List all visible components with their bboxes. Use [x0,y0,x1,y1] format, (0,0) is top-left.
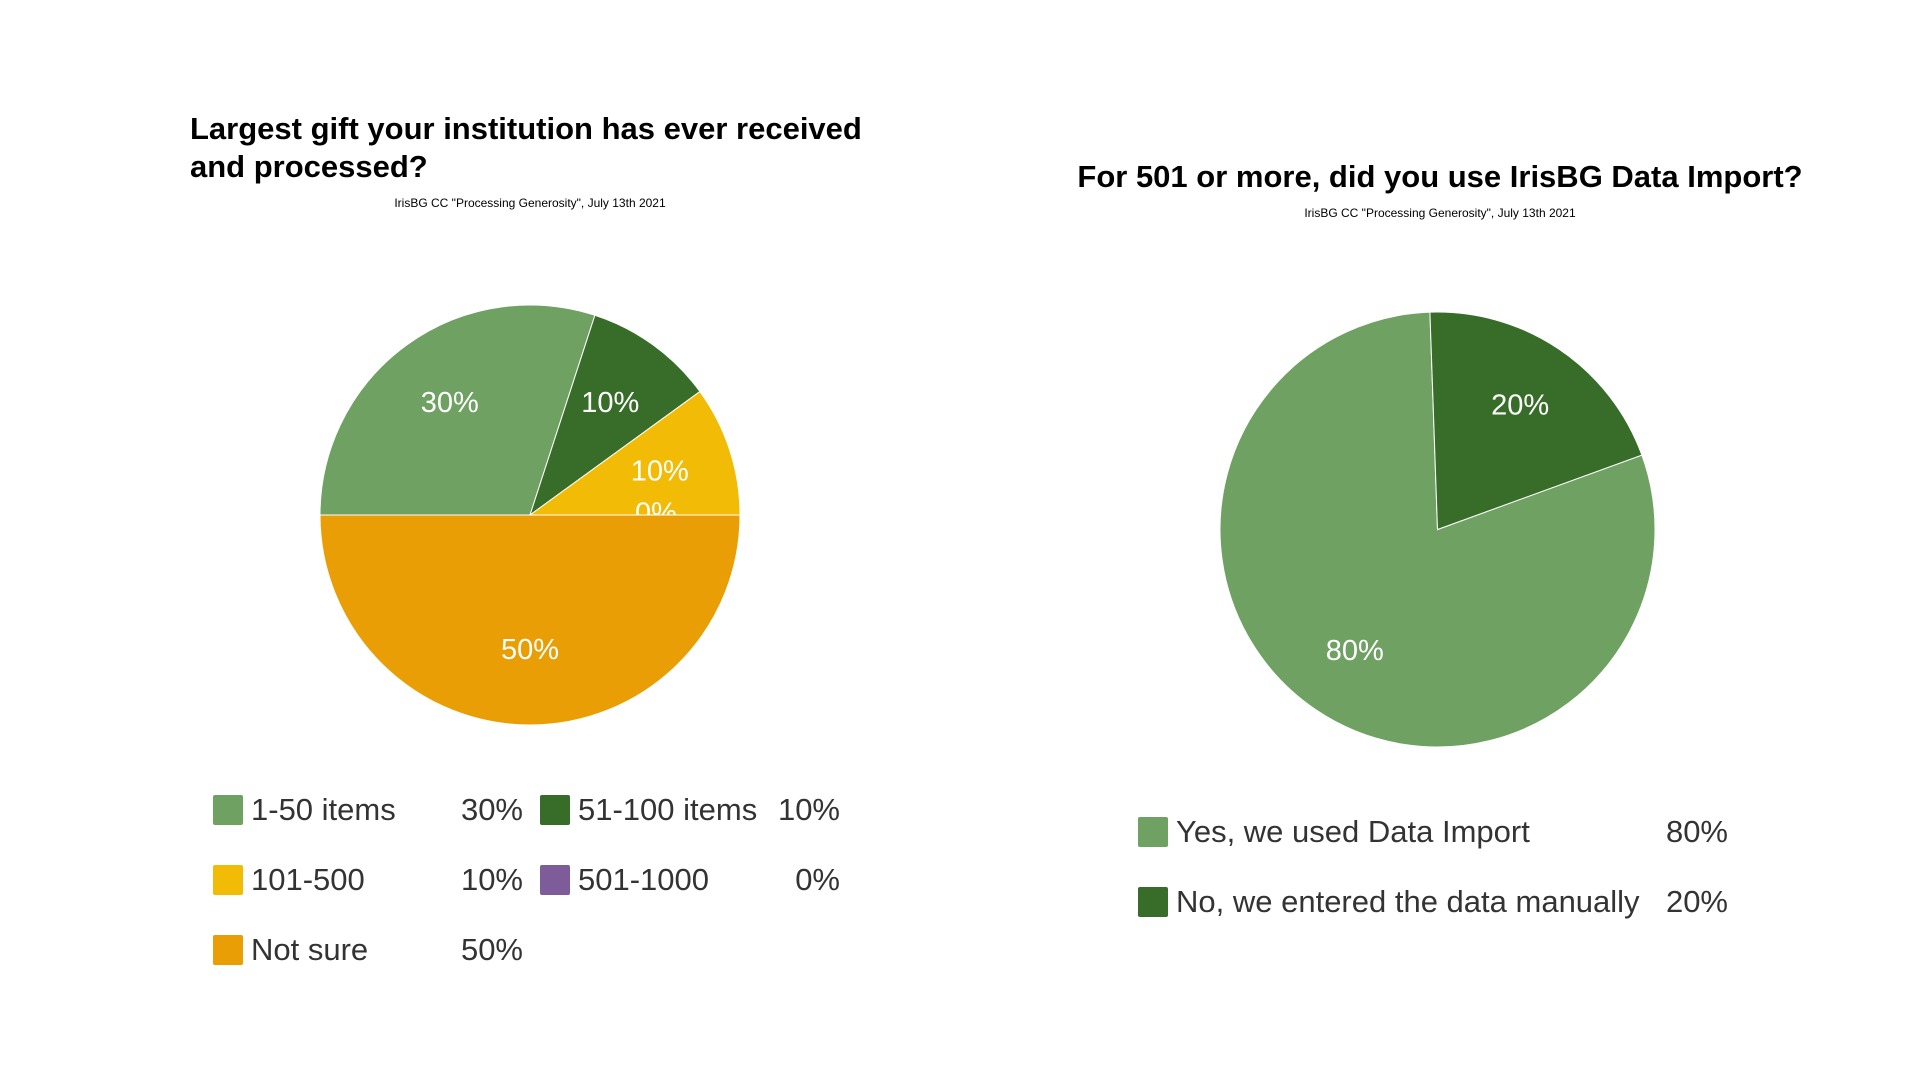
pie-slice-label-101-500: 10% [631,455,689,487]
pie-plot: 30% 10%10%0%50% [319,304,741,726]
legend-swatch-icon [1138,817,1168,847]
legend-item-no-manual-entry: No, we entered the data manually 20% [1138,882,1728,922]
pie-chart-largest-gift: Largest gift your institution has ever r… [190,111,862,970]
legend-item-51-100-items: 51-100 items 10% [540,790,840,830]
pie-slice-label-yes-we-used-data-import: 80% [1326,635,1384,667]
legend-label: 101-500 [251,862,365,897]
legend-value: 20% [1665,884,1728,919]
legend-swatch-icon [213,795,243,825]
legend-swatch-icon [213,865,243,895]
chart-subtitle: IrisBG CC "Processing Generosity", July … [394,196,666,210]
legend-value: 50% [460,932,523,967]
pie-slice-label-51-100-items: 10% [581,387,639,419]
pie-slice-101-500 [528,390,741,516]
legend-item-101-500: 101-500 10% [213,860,523,900]
legend-label: Yes, we used Data Import [1176,814,1530,849]
pie-plot: 80% 20% [1219,311,1656,748]
legend-value: 10% [777,792,840,827]
legend-label: 501-1000 [578,862,710,897]
legend-label: No, we entered the data manually [1176,884,1640,919]
legend-item-yes-data-import: Yes, we used Data Import 80% [1138,812,1728,852]
legend-swatch-icon [540,795,570,825]
legend-value: 10% [460,862,523,897]
pie-chart-data-import: For 501 or more, did you use IrisBG Data… [960,0,1920,1080]
legend-value: 80% [1665,814,1728,849]
chart-subtitle: IrisBG CC "Processing Generosity", July … [1304,206,1576,220]
legend-label: 51-100 items [578,792,758,827]
legend-value: 0% [795,862,840,897]
legend-swatch-icon [213,935,243,965]
pie-slice-not-sure [319,514,741,726]
pie-slice-label-1-50-items: 30% [421,387,479,419]
pie-slice-1-50-items [319,304,596,516]
legend-label: Not sure [251,932,369,967]
pie-slice-51-100-items [529,314,701,517]
legend-item-not-sure: Not sure 50% [213,930,523,970]
legend-item-1-50-items: 1-50 items 30% [213,790,523,830]
legend-label: 1-50 items [251,792,396,827]
chart-title: For 501 or more, did you use IrisBG Data… [1077,159,1803,194]
chart-title: Largest gift your institution has ever r… [190,111,862,184]
legend-value: 30% [460,792,523,827]
legend-item-501-1000: 501-1000 0% [540,860,840,900]
pie-slice-no-we-entered-the-data-manually [1429,311,1643,531]
pie-slice-label-not-sure: 50% [501,634,559,666]
legend-swatch-icon [540,865,570,895]
pie-slice-label-no-we-entered-the-data-manually: 20% [1491,390,1549,422]
legend-swatch-icon [1138,887,1168,917]
